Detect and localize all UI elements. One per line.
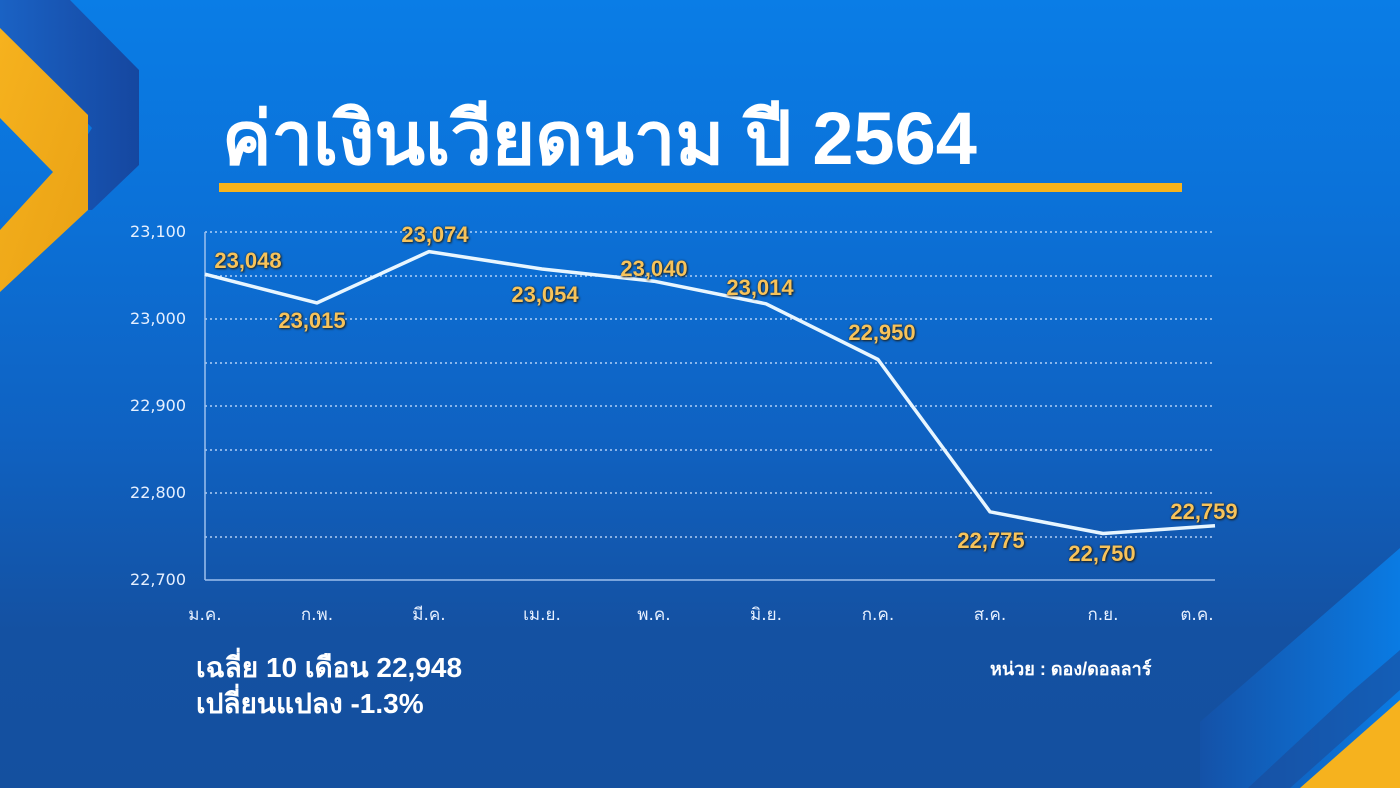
x-tick-oct: ต.ค. bbox=[1180, 605, 1214, 625]
grid-lines bbox=[205, 231, 1215, 538]
unit-label: หน่วย : ดอง/ดอลลาร์ bbox=[990, 659, 1152, 679]
y-tick-22900: 22,900 bbox=[130, 396, 186, 415]
change-text: เปลี่ยนแปลง -1.3% bbox=[196, 688, 424, 719]
data-label-jun: 23,014 bbox=[726, 275, 794, 300]
data-label-jul: 22,950 bbox=[848, 320, 916, 345]
x-tick-jul: ก.ค. bbox=[861, 605, 895, 625]
data-label-jan: 23,048 bbox=[214, 248, 282, 273]
data-label-feb: 23,015 bbox=[278, 308, 346, 333]
x-tick-jan: ม.ค. bbox=[188, 605, 222, 625]
x-tick-mar: มี.ค. bbox=[412, 605, 446, 625]
title-underline bbox=[219, 183, 1182, 192]
data-label-may: 23,040 bbox=[620, 256, 688, 281]
page-title: ค่าเงินเวียดนาม ปี 2564 bbox=[222, 97, 977, 180]
data-label-apr: 23,054 bbox=[511, 282, 579, 307]
average-text: เฉลี่ย 10 เดือน 22,948 bbox=[196, 652, 463, 683]
x-tick-sep: ก.ย. bbox=[1087, 605, 1119, 625]
data-label-aug: 22,775 bbox=[957, 528, 1025, 553]
x-tick-apr: เม.ย. bbox=[523, 605, 561, 625]
data-label-oct: 22,759 bbox=[1170, 499, 1238, 524]
y-tick-22700: 22,700 bbox=[130, 570, 186, 589]
x-tick-jun: มิ.ย. bbox=[750, 605, 782, 625]
y-tick-23000: 23,000 bbox=[130, 309, 186, 328]
x-tick-aug: ส.ค. bbox=[973, 605, 1007, 625]
y-tick-22800: 22,800 bbox=[130, 483, 186, 502]
x-tick-feb: ก.พ. bbox=[300, 605, 334, 625]
data-label-sep: 22,750 bbox=[1068, 541, 1136, 566]
data-line bbox=[204, 249, 1216, 536]
data-label-mar: 23,074 bbox=[401, 222, 469, 247]
y-tick-23100: 23,100 bbox=[130, 222, 186, 241]
x-tick-may: พ.ค. bbox=[637, 605, 671, 625]
summary-block: เฉลี่ย 10 เดือน 22,948 เปลี่ยนแปลง -1.3% bbox=[196, 650, 462, 722]
